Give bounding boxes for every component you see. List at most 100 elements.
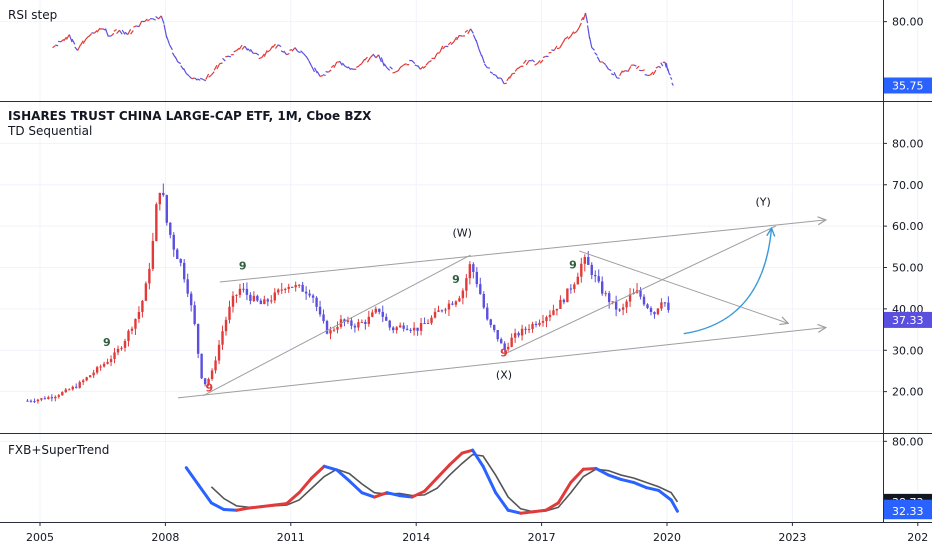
rsi-segment xyxy=(602,61,607,66)
candle-body xyxy=(155,204,158,242)
fxb-fast-segment xyxy=(347,479,364,495)
candle-body xyxy=(398,325,402,328)
candle-body xyxy=(458,298,461,302)
rsi-segment xyxy=(472,34,477,42)
candle-body xyxy=(231,295,235,307)
candle-body xyxy=(332,329,336,331)
rsi-segment xyxy=(55,44,59,47)
rsi-segment xyxy=(506,76,511,82)
rsi-segment xyxy=(249,48,254,54)
rsi-segment xyxy=(478,48,483,57)
candle-body xyxy=(113,352,116,360)
rsi-segment xyxy=(489,71,494,75)
candle-body xyxy=(552,310,555,315)
rsi-segment xyxy=(584,12,589,24)
rsi-segment xyxy=(428,60,432,63)
rsi-segment xyxy=(182,67,187,74)
fxb-fast-segment xyxy=(519,510,535,515)
x-tick-label: 2023 xyxy=(778,531,806,544)
rsi-segment xyxy=(495,74,499,80)
candle-body xyxy=(440,310,444,312)
candle-body xyxy=(472,264,475,272)
candle-body xyxy=(183,262,186,280)
rsi-segment xyxy=(313,67,318,74)
td-sell-label: 9 xyxy=(452,273,460,286)
candle-body xyxy=(426,323,430,325)
rsi-segment xyxy=(375,54,380,59)
candle-body xyxy=(308,293,311,296)
fxb-fast-segment xyxy=(209,501,226,512)
trendline xyxy=(503,225,776,355)
candle-body xyxy=(350,320,353,326)
rsi-segment xyxy=(500,77,505,84)
candle-body xyxy=(367,316,371,324)
candle-body xyxy=(360,321,364,323)
candle-body xyxy=(92,372,95,376)
wave-labels: (W) (X) (Y) xyxy=(452,195,770,381)
candle-body xyxy=(660,302,663,309)
rsi-segment xyxy=(414,64,418,67)
y-tick-label: 20.00 xyxy=(892,386,924,399)
fxb-pane-title: FXB+SuperTrend xyxy=(8,443,109,457)
rsi-segment xyxy=(302,52,307,57)
candle-body xyxy=(26,400,29,402)
candle-body xyxy=(210,370,214,380)
candle-body xyxy=(503,343,506,350)
td-labels: 9 9 9 9 9 9 xyxy=(103,258,577,394)
candle-body xyxy=(322,314,325,322)
candle-body xyxy=(378,308,381,312)
rsi-segment xyxy=(200,77,204,80)
candle-body xyxy=(482,294,485,308)
candle-body xyxy=(273,292,276,301)
candle-body xyxy=(534,323,538,326)
candle-body xyxy=(245,288,249,295)
candle-body xyxy=(486,307,489,320)
candle-body xyxy=(127,330,130,341)
candle-body xyxy=(642,296,646,305)
rsi-segment xyxy=(411,60,416,64)
rsi-segment xyxy=(171,52,176,58)
candle-body xyxy=(506,346,510,350)
candle-body xyxy=(656,308,660,315)
candle-body xyxy=(287,286,290,289)
rsi-segment xyxy=(133,25,137,28)
rsi-segment xyxy=(180,65,185,70)
rsi-segment xyxy=(138,20,143,27)
rsi-segment xyxy=(205,73,210,80)
rsi-segment xyxy=(174,56,179,63)
candle-body xyxy=(179,259,182,263)
rsi-segment xyxy=(347,66,352,71)
candle-body xyxy=(405,328,409,330)
fxb-slow-line xyxy=(210,453,679,513)
main-pane-title: ISHARES TRUST CHINA LARGE-CAP ETF, 1M, C… xyxy=(8,109,372,123)
candle-body xyxy=(120,347,123,349)
rsi-segment xyxy=(641,69,645,72)
fxb-fast-segment xyxy=(423,476,439,493)
rsi-segment xyxy=(104,28,109,37)
candle-body xyxy=(249,294,252,301)
rsi-segment xyxy=(464,29,469,33)
candle-body xyxy=(311,295,315,298)
candle-body xyxy=(123,340,127,348)
candle-body xyxy=(465,278,468,291)
candle-body xyxy=(137,311,141,319)
rsi-segment xyxy=(619,70,623,77)
rsi-segment xyxy=(68,34,73,43)
candle-body xyxy=(412,327,416,331)
rsi-segment xyxy=(575,27,580,33)
candle-body xyxy=(607,293,611,303)
rsi-segment xyxy=(442,45,446,50)
candle-body xyxy=(604,293,607,295)
rsi-pane-title: RSI step xyxy=(8,8,57,22)
candle-body xyxy=(235,294,238,296)
rsi-segment xyxy=(244,45,249,51)
rsi-segment xyxy=(531,59,536,63)
rsi-segment xyxy=(553,45,558,51)
rsi-segment xyxy=(668,73,671,76)
candle-body xyxy=(611,301,614,303)
x-tick-label: 2008 xyxy=(151,531,179,544)
candle-body xyxy=(513,333,517,338)
rsi-segment xyxy=(208,74,212,78)
rsi-segment xyxy=(291,47,296,52)
rsi-segment xyxy=(130,30,134,35)
